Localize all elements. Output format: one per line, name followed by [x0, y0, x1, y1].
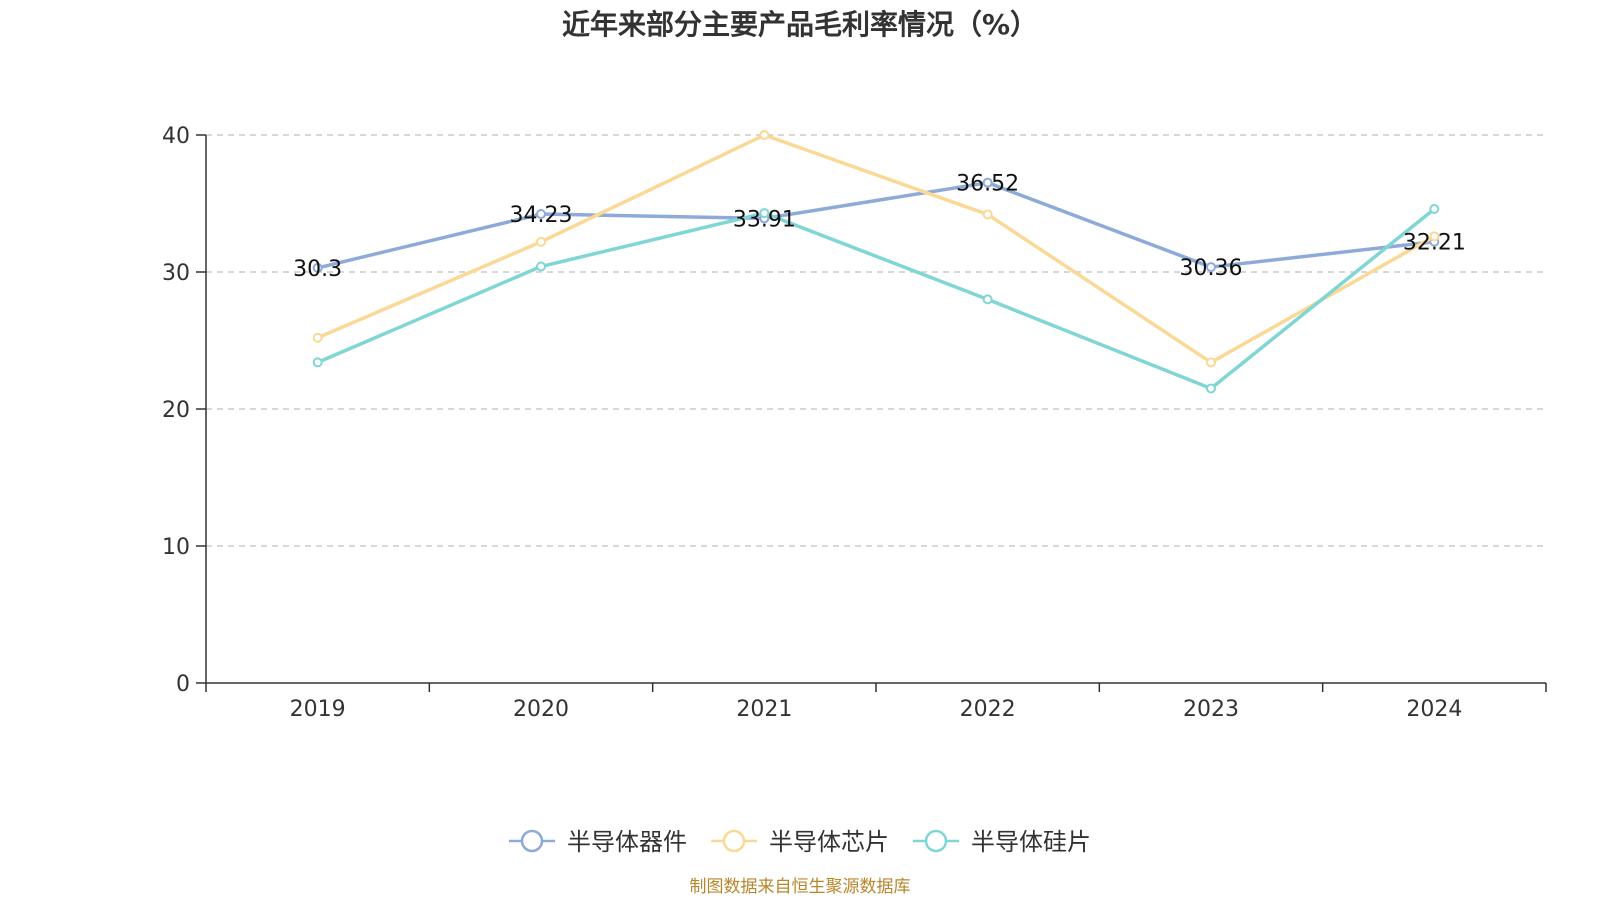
x-tick-label: 2021 [736, 697, 792, 722]
data-label: 32.21 [1403, 231, 1466, 256]
x-tick-label: 2019 [290, 697, 346, 722]
x-tick-label: 2023 [1183, 697, 1239, 722]
source-note: 制图数据来自恒生聚源数据库 [690, 877, 911, 897]
data-point [1206, 357, 1216, 368]
data-point [982, 209, 993, 220]
y-tick-label: 20 [162, 398, 190, 423]
x-tick-label: 2024 [1406, 697, 1462, 722]
data-point [1206, 383, 1216, 394]
data-point [536, 209, 546, 220]
data-point [759, 130, 770, 140]
legend-circle-icon [520, 829, 544, 853]
x-tick-label: 2020 [513, 697, 569, 722]
data-point [312, 357, 323, 368]
y-tick-label: 40 [162, 124, 190, 149]
legend-circle-icon [924, 829, 948, 853]
data-point [1206, 262, 1216, 273]
data-point [312, 332, 323, 343]
series-line-3 [316, 207, 1436, 391]
x-tick-label: 2022 [960, 697, 1016, 722]
axes: 0 10 20 30 40 2019 2020 2021 2022 2023 2024 [162, 124, 1547, 722]
data-point [982, 177, 993, 188]
series-line-2 [316, 133, 1436, 365]
y-tick-label: 0 [176, 672, 190, 697]
grid-lines [206, 134, 1546, 547]
data-label: 36.52 [956, 172, 1019, 197]
data-point [759, 208, 770, 219]
data-point [536, 236, 546, 247]
data-point [1429, 203, 1440, 214]
legend-item-1[interactable]: 半导体器件 [509, 828, 687, 856]
chart-title: 近年来部分主要产品毛利率情况（%） [562, 8, 1038, 41]
legend-label: 半导体硅片 [971, 828, 1091, 856]
data-point [312, 262, 323, 273]
legend-item-2[interactable]: 半导体芯片 [711, 828, 889, 856]
y-tick-label: 30 [162, 261, 190, 286]
data-point [982, 294, 993, 305]
data-label: 34.23 [510, 203, 573, 228]
legend-label: 半导体器件 [567, 828, 687, 856]
legend-label: 半导体芯片 [769, 828, 889, 856]
legend-circle-icon [722, 829, 746, 853]
series-lines [312, 130, 1440, 394]
legend[interactable]: 半导体器件 半导体芯片 半导体硅片 [509, 828, 1091, 856]
data-labels: 30.3 34.23 33.91 36.52 30.36 32.21 [293, 172, 1466, 282]
series-line-1 [317, 180, 1435, 270]
data-label: 30.3 [293, 257, 342, 282]
legend-item-3[interactable]: 半导体硅片 [913, 828, 1091, 856]
data-label: 30.36 [1180, 256, 1243, 281]
y-tick-label: 10 [162, 535, 190, 560]
data-point [536, 261, 546, 272]
data-point [1429, 231, 1440, 242]
data-label: 33.91 [733, 207, 796, 232]
